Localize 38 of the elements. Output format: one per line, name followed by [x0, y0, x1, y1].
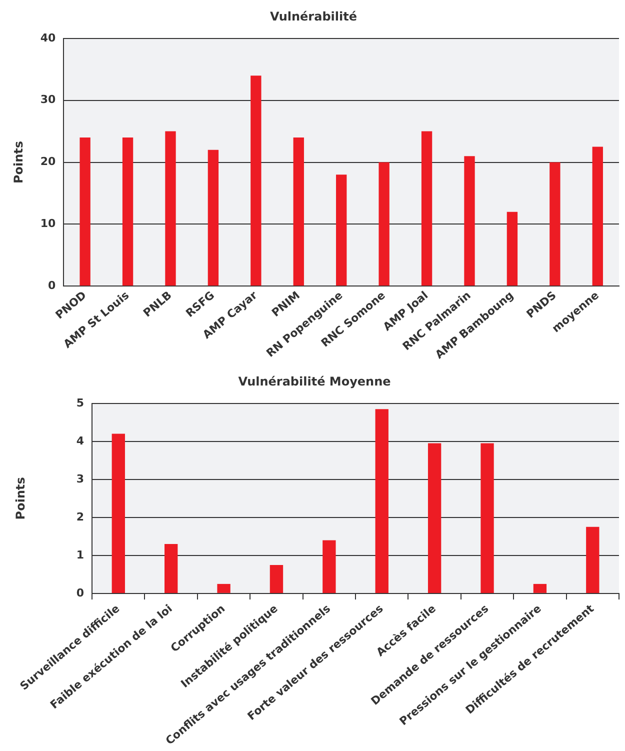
y-tick-label: 2	[76, 510, 84, 524]
bar	[270, 564, 284, 593]
bar	[165, 131, 176, 286]
bar	[428, 443, 442, 593]
y-axis-title: Points	[11, 140, 26, 184]
y-tick-label: 30	[40, 93, 56, 106]
y-tick-label: 10	[40, 217, 56, 230]
y-tick-label: 1	[76, 548, 84, 562]
bar	[122, 138, 134, 286]
y-tick-label: 4	[76, 434, 84, 448]
bar	[464, 156, 475, 286]
bar	[112, 434, 125, 593]
chart-title: Vulnérabilité	[270, 9, 358, 24]
bar	[421, 131, 432, 286]
bar	[208, 150, 219, 286]
chart-title: Vulnérabilité Moyenne	[238, 374, 391, 388]
y-tick-label: 0	[76, 586, 84, 600]
y-tick-label: 0	[48, 279, 56, 292]
bar	[506, 212, 518, 286]
y-tick-label: 5	[76, 396, 84, 410]
bar	[322, 540, 336, 593]
bar	[293, 138, 304, 286]
bar	[375, 409, 388, 593]
y-axis-title: Points	[13, 477, 28, 520]
y-tick-label: 40	[40, 31, 56, 44]
bar	[250, 76, 262, 286]
bar	[80, 138, 90, 286]
bar	[164, 544, 178, 593]
bar	[592, 146, 603, 286]
bar	[217, 584, 230, 593]
bar	[533, 584, 547, 593]
bar	[336, 174, 347, 286]
bar	[586, 526, 600, 593]
y-tick-label: 20	[40, 155, 56, 168]
bar	[480, 443, 494, 593]
y-tick-label: 3	[76, 472, 84, 486]
bar	[550, 162, 560, 286]
bar	[378, 162, 390, 286]
